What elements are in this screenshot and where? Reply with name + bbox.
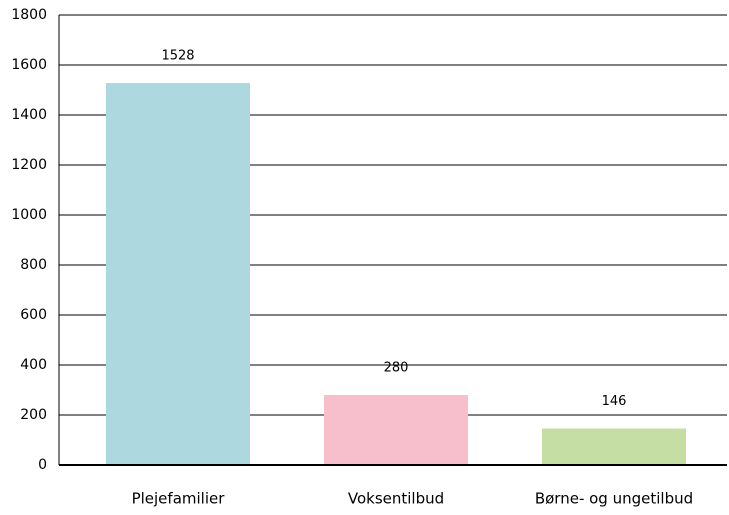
y-tick-label: 1400: [11, 107, 47, 123]
bar: [324, 395, 468, 465]
bar: [542, 428, 686, 465]
y-tick-label: 200: [20, 407, 47, 423]
y-tick-label: 400: [20, 357, 47, 373]
y-tick-label: 600: [20, 307, 47, 323]
x-tick-label: Plejefamilier: [132, 490, 226, 508]
y-tick-label: 1200: [11, 157, 47, 173]
value-label: 280: [384, 361, 409, 376]
y-tick-label: 1800: [11, 7, 47, 23]
y-tick-label: 1000: [11, 207, 47, 223]
value-label: 1528: [161, 49, 194, 64]
y-tick-label: 0: [38, 457, 47, 473]
y-tick-label: 800: [20, 257, 47, 273]
x-tick-label: Børne- og ungetilbud: [535, 490, 693, 508]
value-label: 146: [602, 394, 627, 409]
x-tick-label: Voksentilbud: [348, 490, 444, 508]
y-tick-label: 1600: [11, 57, 47, 73]
bar: [106, 83, 250, 465]
